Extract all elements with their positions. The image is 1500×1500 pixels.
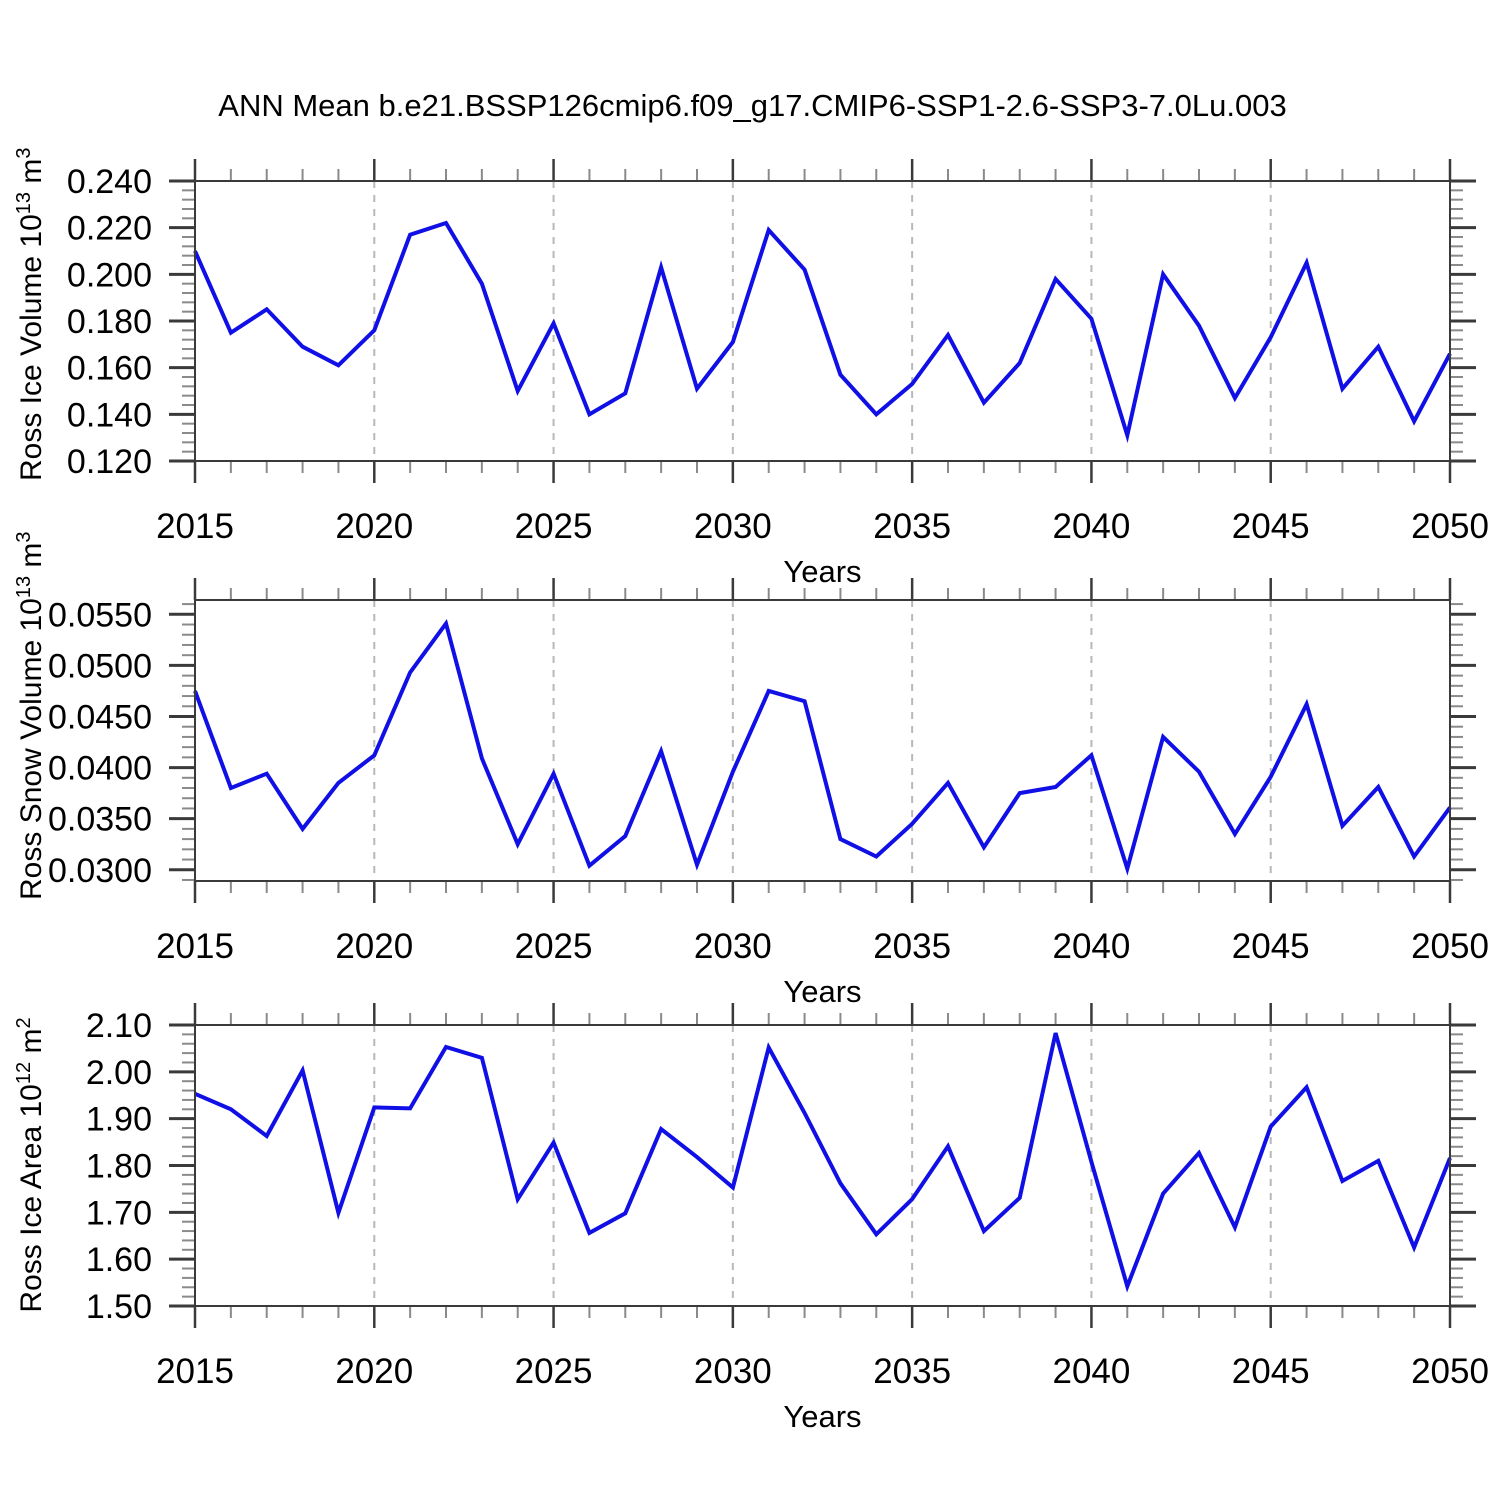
y-tick-label: 0.0300	[48, 852, 152, 890]
x-tick-label: 2015	[156, 507, 234, 546]
y-tick-label: 0.120	[67, 443, 152, 481]
x-tick-label: 2035	[873, 507, 951, 546]
figure-title: ANN Mean b.e21.BSSP126cmip6.f09_g17.CMIP…	[218, 88, 1287, 123]
y-axis-title-text: m	[15, 158, 48, 192]
x-tick-label: 2050	[1411, 1352, 1489, 1391]
data-series-line	[194, 1032, 1452, 1293]
y-tick-label: 0.0400	[48, 750, 152, 788]
x-tick-label: 2020	[335, 1352, 413, 1391]
x-tick-label: 2025	[515, 507, 593, 546]
y-tick-label: 0.180	[67, 303, 152, 341]
plot-frame	[194, 599, 1451, 882]
x-axis-title: Years	[783, 1399, 861, 1434]
exponent-text: 13	[13, 575, 35, 599]
x-tick-label: 2030	[694, 927, 772, 966]
x-tick-label: 2045	[1232, 927, 1310, 966]
x-tick-label: 2020	[335, 927, 413, 966]
y-tick-label: 0.0500	[48, 647, 152, 685]
y-axis-title-text: m	[15, 542, 48, 576]
y-tick-label: 0.140	[67, 396, 152, 434]
x-tick-label: 2020	[335, 507, 413, 546]
y-axis-title-text: Ross Ice Area 10	[15, 1084, 48, 1313]
x-tick-label: 2015	[156, 1352, 234, 1391]
x-tick-label: 2025	[515, 1352, 593, 1391]
y-tick-label: 0.200	[67, 256, 152, 294]
x-axis-title: Years	[783, 554, 861, 589]
x-axis-title: Years	[783, 974, 861, 1009]
plot-frame	[194, 1024, 1451, 1307]
plot-frame	[194, 180, 1451, 462]
data-series-line	[193, 618, 1452, 876]
exponent-text: 3	[13, 147, 35, 159]
exponent-text: 2	[13, 1017, 35, 1029]
x-tick-label: 2030	[694, 507, 772, 546]
x-tick-label: 2035	[873, 1352, 951, 1391]
x-tick-label: 2040	[1052, 927, 1130, 966]
y-axis-title-text: m	[15, 1028, 48, 1062]
data-series-line	[193, 220, 1452, 444]
y-tick-label: 0.240	[67, 163, 152, 201]
y-tick-label: 2.10	[86, 1007, 152, 1045]
y-tick-label: 1.80	[86, 1148, 152, 1186]
x-tick-label: 2045	[1232, 507, 1310, 546]
x-tick-label: 2050	[1411, 507, 1489, 546]
y-tick-label: 2.00	[86, 1054, 152, 1092]
y-axis-title-text: Ross Ice Volume 10	[15, 214, 48, 481]
x-tick-label: 2015	[156, 927, 234, 966]
y-tick-label: 0.220	[67, 210, 152, 248]
exponent-text: 13	[13, 191, 35, 215]
x-tick-label: 2040	[1052, 1352, 1130, 1391]
y-tick-label: 0.160	[67, 350, 152, 388]
y-axis-title-ross-ice-volume: Ross Ice Volume 1013 m3	[13, 147, 51, 481]
y-axis-title-text: Ross Snow Volume 10	[15, 598, 48, 900]
exponent-text: 3	[13, 531, 35, 543]
y-tick-label: 1.90	[86, 1101, 152, 1139]
y-tick-label: 1.50	[86, 1288, 152, 1326]
x-tick-label: 2040	[1052, 507, 1130, 546]
y-tick-label: 0.0550	[48, 596, 152, 634]
y-tick-label: 1.60	[86, 1241, 152, 1279]
x-tick-label: 2025	[515, 927, 593, 966]
y-tick-label: 0.0450	[48, 698, 152, 736]
x-tick-label: 2050	[1411, 927, 1489, 966]
x-tick-label: 2030	[694, 1352, 772, 1391]
y-tick-label: 0.0350	[48, 801, 152, 839]
exponent-text: 12	[13, 1061, 35, 1085]
y-tick-label: 1.70	[86, 1194, 152, 1232]
x-tick-label: 2035	[873, 927, 951, 966]
y-axis-title-ross-snow-volume: Ross Snow Volume 1013 m3	[13, 531, 51, 900]
y-axis-title-ross-ice-area: Ross Ice Area 1012 m2	[13, 1005, 51, 1325]
x-tick-label: 2045	[1232, 1352, 1310, 1391]
